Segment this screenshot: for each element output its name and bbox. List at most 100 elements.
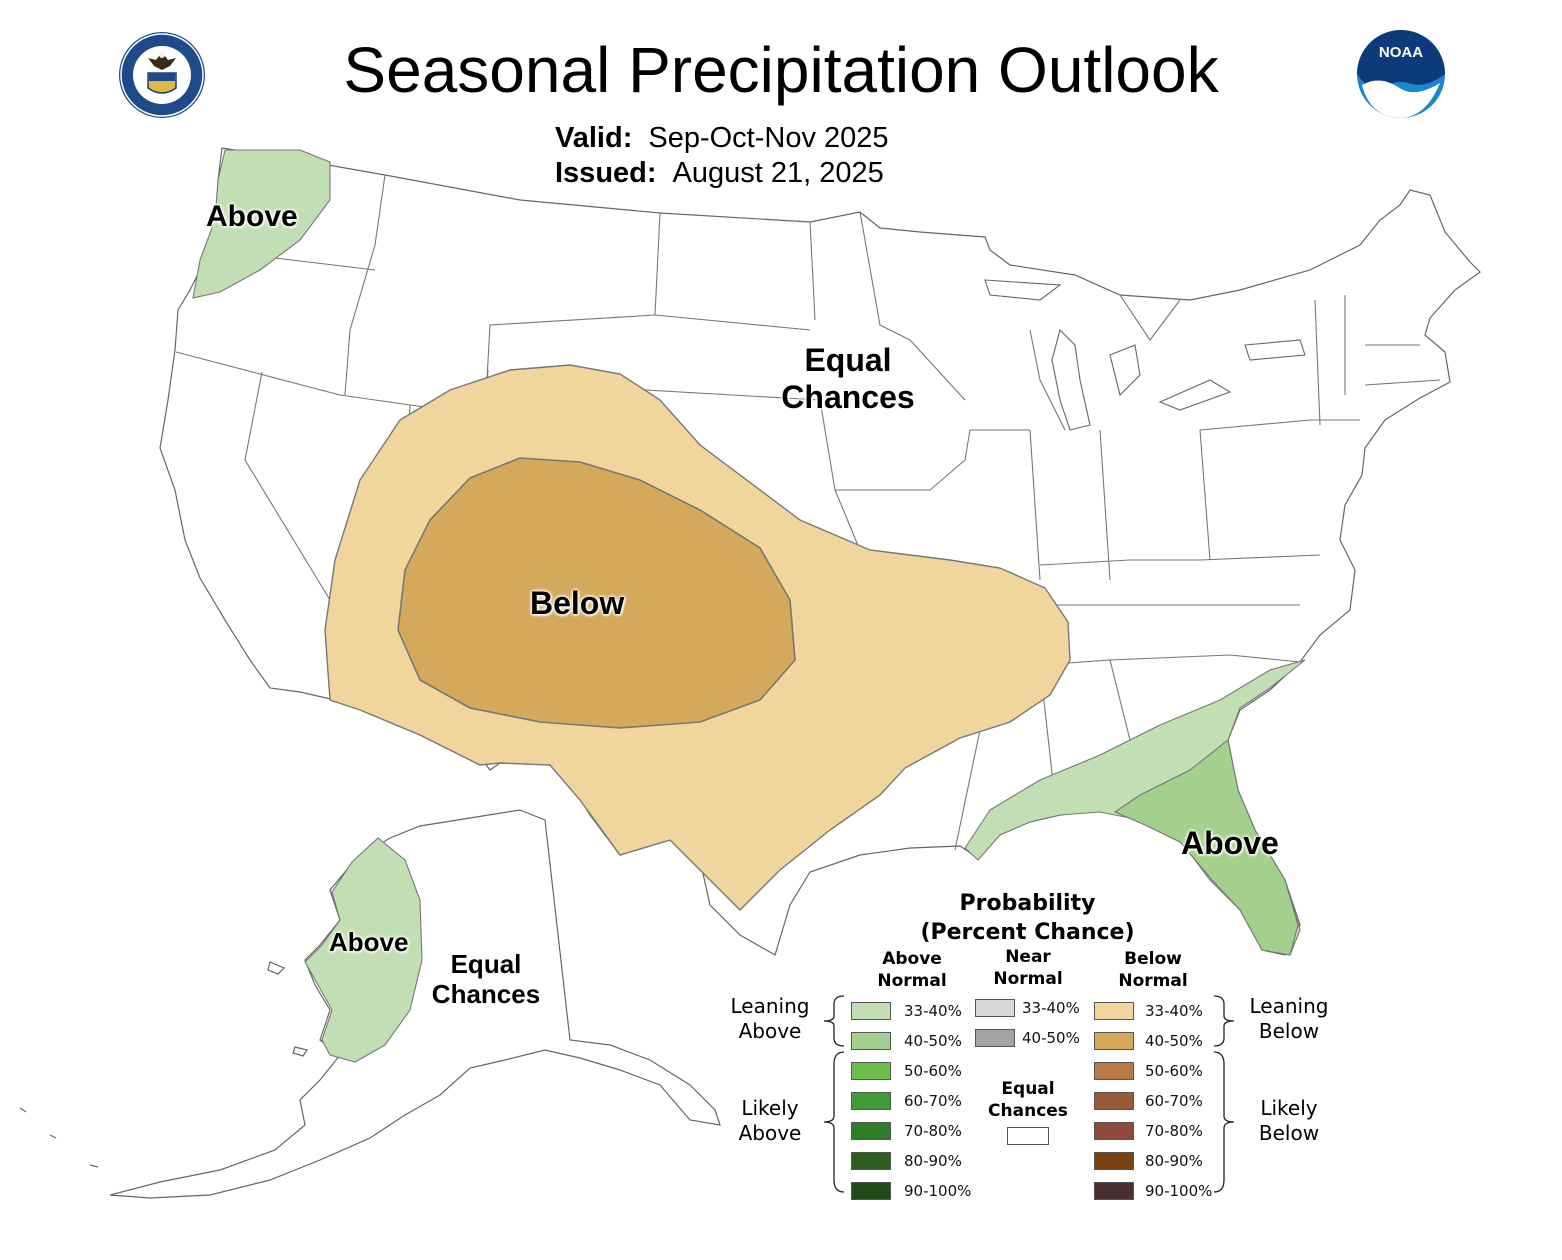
legend-below-normal-header: Below Normal — [1103, 948, 1203, 992]
legend-swatch — [1094, 1182, 1134, 1200]
noaa-logo-text: NOAA — [1379, 44, 1423, 61]
legend-label: 33-40% — [1145, 1002, 1203, 1020]
legend-near-head-1: Near — [1005, 947, 1051, 967]
pacific-northwest-above-region — [192, 149, 331, 299]
legend-label: 33-40% — [1022, 999, 1080, 1017]
legend-likely-above-label: Likely Above — [725, 1096, 815, 1146]
department-of-commerce-seal-icon — [119, 32, 205, 118]
legend-swatch — [1094, 1122, 1134, 1140]
legend-left-braces — [823, 995, 845, 1193]
legend-swatch — [1094, 1152, 1134, 1170]
legend-swatch — [851, 1092, 891, 1110]
legend-label: 33-40% — [904, 1002, 962, 1020]
legend-above-row: 90-100% — [851, 1176, 971, 1206]
issued-value: August 21, 2025 — [672, 157, 884, 189]
legend-near-normal-header: Near Normal — [978, 946, 1078, 990]
legend-above-column: 33-40% 40-50% 50-60% 60-70% 70-80% 80-90… — [851, 996, 971, 1206]
legend-below-head-1: Below — [1124, 949, 1182, 969]
legend-equal-chances-swatch — [1007, 1127, 1049, 1145]
leaning-below-1: Leaning — [1249, 994, 1329, 1018]
legend-below-row: 60-70% — [1094, 1086, 1212, 1116]
legend-below-head-2: Normal — [1118, 971, 1188, 991]
issued-label: Issued: — [555, 157, 657, 189]
leaning-below-2: Below — [1258, 1019, 1320, 1043]
below-likely-region — [397, 457, 796, 729]
valid-label: Valid: — [555, 122, 633, 154]
legend-above-row: 60-70% — [851, 1086, 971, 1116]
legend-above-head-1: Above — [882, 949, 942, 969]
alaska-islands — [19, 961, 308, 1168]
southeast-above-region — [1113, 739, 1299, 956]
legend-below-row: 80-90% — [1094, 1146, 1212, 1176]
legend-label: 50-60% — [1145, 1062, 1203, 1080]
legend-above-row: 33-40% — [851, 996, 971, 1026]
valid-value: Sep-Oct-Nov 2025 — [648, 122, 889, 154]
equal-chances-line-1: Equal — [804, 342, 892, 378]
legend-above-row: 50-60% — [851, 1056, 971, 1086]
alaska-equal-line-1: Equal — [450, 949, 522, 979]
legend-above-normal-header: Above Normal — [862, 948, 962, 992]
legend-swatch — [975, 1029, 1015, 1047]
legend-label: 80-90% — [1145, 1152, 1203, 1170]
legend-above-row: 40-50% — [851, 1026, 971, 1056]
legend-label: 90-100% — [904, 1182, 972, 1200]
legend-near-row: 40-50% — [975, 1023, 1080, 1053]
legend-swatch — [851, 1062, 891, 1080]
legend-title-line-1: Probability — [959, 891, 1096, 916]
legend-label: 40-50% — [1145, 1032, 1203, 1050]
legend-label: 70-80% — [1145, 1122, 1203, 1140]
legend-leaning-above-label: Leaning Above — [725, 994, 815, 1044]
legend-swatch — [851, 1152, 891, 1170]
legend-below-row: 33-40% — [1094, 996, 1212, 1026]
legend-label: 70-80% — [904, 1122, 962, 1140]
equal-chances-label: Equal Chances — [773, 342, 923, 416]
legend-title-line-2: (Percent Chance) — [920, 920, 1135, 945]
alaska-above-label: Above — [329, 927, 409, 957]
likely-below-1: Likely — [1260, 1096, 1318, 1120]
legend-below-column: 33-40% 40-50% 50-60% 60-70% 70-80% 80-90… — [1094, 996, 1212, 1206]
legend-below-row: 40-50% — [1094, 1026, 1212, 1056]
legend-near-head-2: Normal — [993, 969, 1063, 989]
legend-label: 60-70% — [1145, 1092, 1203, 1110]
legend-swatch — [1094, 1002, 1134, 1020]
great-lakes — [984, 279, 1306, 431]
legend-below-row: 50-60% — [1094, 1056, 1212, 1086]
equal-chances-line-2: Chances — [781, 378, 915, 415]
issued-date: Issued: August 21, 2025 — [555, 155, 884, 191]
legend-label: 50-60% — [904, 1062, 962, 1080]
legend-equal-chances-label: Equal Chances — [980, 1078, 1076, 1122]
legend-swatch — [1094, 1062, 1134, 1080]
page-title: Seasonal Precipitation Outlook — [343, 34, 1219, 106]
legend-equal-2: Chances — [988, 1101, 1068, 1121]
legend-above-row: 80-90% — [851, 1146, 971, 1176]
legend-above-row: 70-80% — [851, 1116, 971, 1146]
legend-label: 60-70% — [904, 1092, 962, 1110]
leaning-above-2: Above — [738, 1019, 802, 1043]
legend-title: Probability (Percent Chance) — [905, 889, 1150, 947]
legend-label: 80-90% — [904, 1152, 962, 1170]
legend-swatch — [851, 1032, 891, 1050]
noaa-logo-icon: NOAA — [1357, 30, 1445, 118]
legend-likely-below-label: Likely Below — [1244, 1096, 1334, 1146]
alaska-outline — [109, 809, 721, 1199]
legend-label: 90-100% — [1145, 1182, 1213, 1200]
legend-below-row: 70-80% — [1094, 1116, 1212, 1146]
legend-swatch — [851, 1122, 891, 1140]
legend-above-head-2: Normal — [877, 971, 947, 991]
alaska-above-region — [304, 837, 423, 1063]
alaska-equal-chances-label: Equal Chances — [423, 949, 549, 1010]
legend-swatch — [975, 999, 1015, 1017]
likely-below-2: Below — [1258, 1121, 1320, 1145]
likely-above-2: Above — [738, 1121, 802, 1145]
southeast-above-label: Above — [1181, 825, 1279, 861]
below-label: Below — [530, 585, 625, 621]
legend-label: 40-50% — [1022, 1029, 1080, 1047]
legend-label: 40-50% — [904, 1032, 962, 1050]
likely-above-1: Likely — [741, 1096, 799, 1120]
valid-period: Valid: Sep-Oct-Nov 2025 — [555, 120, 889, 156]
legend-equal-1: Equal — [1001, 1079, 1055, 1099]
legend-right-braces — [1213, 995, 1235, 1193]
pnw-above-label: Above — [206, 200, 298, 233]
alaska-equal-line-2: Chances — [431, 978, 541, 1009]
